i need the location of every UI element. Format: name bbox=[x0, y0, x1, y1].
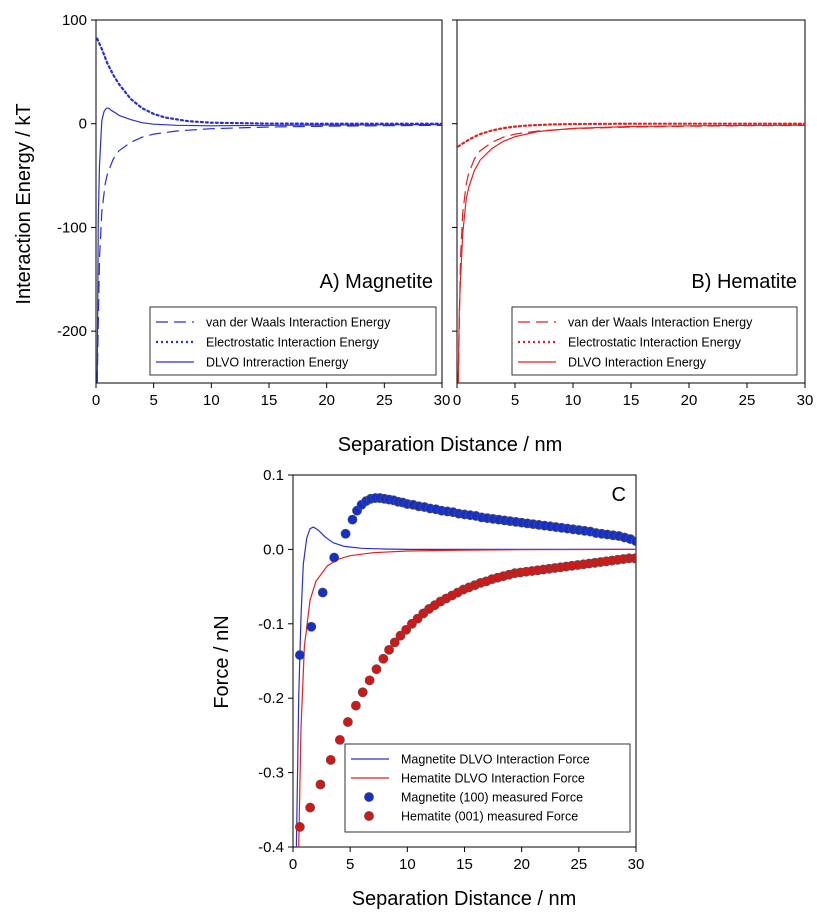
legend-box bbox=[344, 743, 631, 833]
bottom-y-axis-label: Force / nN bbox=[211, 615, 233, 708]
series-line bbox=[96, 124, 442, 383]
x-tick-label: 30 bbox=[628, 856, 645, 873]
y-tick-label: 0 bbox=[79, 116, 87, 133]
x-tick-label: 15 bbox=[261, 392, 278, 409]
panel-b-hematite-energy: 0 5 10 15 20 25 30 B) Hematite van der Waals I… bbox=[452, 19, 814, 409]
series-line bbox=[457, 122, 805, 148]
x-tick-label: 10 bbox=[399, 856, 416, 873]
panel-c-force: 0 5 10 15 20 25 30 0.1 0.0 -0.1 -0.2 -0.3 -0.4 C Mag… bbox=[258, 467, 644, 873]
x-tick-label: 0 bbox=[92, 392, 100, 409]
legend-label: Hematite DLVO Interaction Force bbox=[401, 772, 585, 786]
panel-c-series bbox=[294, 493, 636, 847]
data-point bbox=[315, 779, 326, 790]
data-point bbox=[317, 587, 328, 598]
data-point bbox=[371, 664, 382, 675]
panel-b-ticks: 0 5 10 15 20 25 30 bbox=[452, 19, 814, 409]
legend-marker bbox=[364, 811, 374, 821]
x-tick-label: 0 bbox=[453, 392, 461, 409]
data-point bbox=[340, 528, 351, 539]
data-point bbox=[629, 553, 636, 564]
legend-label: Magnetite DLVO Interaction Force bbox=[401, 753, 590, 767]
y-tick-label: -0.2 bbox=[258, 690, 284, 707]
panel-b-series bbox=[457, 122, 805, 383]
panel-a-label: A) Magnetite bbox=[320, 271, 433, 293]
x-tick-label: 20 bbox=[681, 392, 698, 409]
data-point bbox=[294, 650, 305, 660]
y-tick-label: -100 bbox=[57, 219, 87, 236]
x-tick-label: 25 bbox=[376, 392, 393, 409]
legend-label: Magnetite (100) measured Force bbox=[401, 791, 583, 805]
data-point bbox=[384, 644, 394, 655]
series-points bbox=[294, 493, 636, 660]
data-point bbox=[395, 630, 406, 641]
data-point bbox=[378, 653, 389, 664]
legend-label: van der Waals Interaction Energy bbox=[206, 316, 391, 330]
legend-label: van der Waals Interaction Energy bbox=[568, 316, 753, 330]
data-point bbox=[342, 717, 353, 727]
data-point bbox=[334, 734, 345, 745]
legend-label: Electrostatic Interaction Energy bbox=[206, 336, 380, 350]
x-tick-label: 15 bbox=[623, 392, 640, 409]
x-tick-label: 5 bbox=[346, 856, 354, 873]
legend-marker bbox=[364, 792, 374, 802]
series-line bbox=[457, 124, 805, 383]
x-tick-label: 5 bbox=[511, 392, 519, 409]
x-tick-label: 20 bbox=[318, 392, 335, 409]
y-tick-label: -0.1 bbox=[258, 616, 284, 633]
legend-box bbox=[149, 306, 437, 376]
x-tick-label: 25 bbox=[570, 856, 587, 873]
data-point bbox=[329, 552, 340, 563]
data-point bbox=[305, 802, 316, 813]
data-point bbox=[350, 700, 361, 711]
series-line bbox=[96, 107, 442, 383]
legend-label: DLVO Intreraction Energy bbox=[206, 356, 349, 370]
panel-c-ticks: 0 5 10 15 20 25 30 0.1 0.0 -0.1 -0.2 -0.3 -0.4 bbox=[258, 467, 644, 873]
data-point bbox=[325, 755, 336, 765]
x-tick-label: 10 bbox=[565, 392, 582, 409]
data-point bbox=[364, 675, 375, 686]
data-point bbox=[357, 687, 368, 698]
x-tick-label: 15 bbox=[456, 856, 473, 873]
panel-a-ticks: 0 5 10 15 20 25 30 100 0 -100 -200 bbox=[57, 12, 450, 409]
x-tick-label: 5 bbox=[149, 392, 157, 409]
y-tick-label: -0.3 bbox=[258, 765, 284, 782]
y-tick-label: -200 bbox=[57, 323, 87, 340]
data-point bbox=[389, 637, 400, 648]
x-tick-label: 10 bbox=[203, 392, 220, 409]
panel-b-label: B) Hematite bbox=[691, 271, 797, 293]
panel-c-legend: Magnetite DLVO Interaction Force Hematite… bbox=[344, 743, 631, 833]
series-line bbox=[295, 526, 636, 847]
top-y-axis-label: Interaction Energy / kT bbox=[13, 103, 35, 304]
x-tick-label: 25 bbox=[739, 392, 756, 409]
panel-a-series bbox=[96, 37, 442, 383]
data-point bbox=[631, 536, 636, 547]
data-point bbox=[306, 621, 317, 632]
data-point bbox=[347, 514, 358, 525]
top-x-axis-label: Separation Distance / nm bbox=[338, 434, 563, 456]
y-tick-label: 0.1 bbox=[263, 467, 284, 484]
x-tick-label: 30 bbox=[434, 392, 451, 409]
data-point bbox=[401, 624, 412, 635]
panel-c-label: C bbox=[612, 484, 626, 506]
series-points bbox=[294, 553, 636, 832]
y-tick-label: 100 bbox=[62, 12, 87, 29]
panel-a-magnetite-energy: 0 5 10 15 20 25 30 100 0 -100 -200 A) Magnetite va… bbox=[57, 12, 450, 409]
y-tick-label: 0.0 bbox=[263, 541, 284, 558]
data-point bbox=[294, 822, 305, 832]
y-tick-label: -0.4 bbox=[258, 839, 284, 856]
panel-a-legend: van der Waals Interaction Energy Electros… bbox=[149, 306, 437, 376]
series-line bbox=[96, 37, 442, 125]
legend-label: DLVO Interaction Energy bbox=[568, 356, 707, 370]
legend-label: Electrostatic Interaction Energy bbox=[568, 336, 742, 350]
bottom-x-axis-label: Separation Distance / nm bbox=[352, 888, 577, 910]
legend-label: Hematite (001) measured Force bbox=[401, 810, 578, 824]
x-tick-label: 0 bbox=[289, 856, 297, 873]
legend-box bbox=[511, 306, 798, 376]
panel-b-legend: van der Waals Interaction Energy Electros… bbox=[511, 306, 798, 376]
x-tick-label: 20 bbox=[513, 856, 530, 873]
x-tick-label: 30 bbox=[797, 392, 814, 409]
